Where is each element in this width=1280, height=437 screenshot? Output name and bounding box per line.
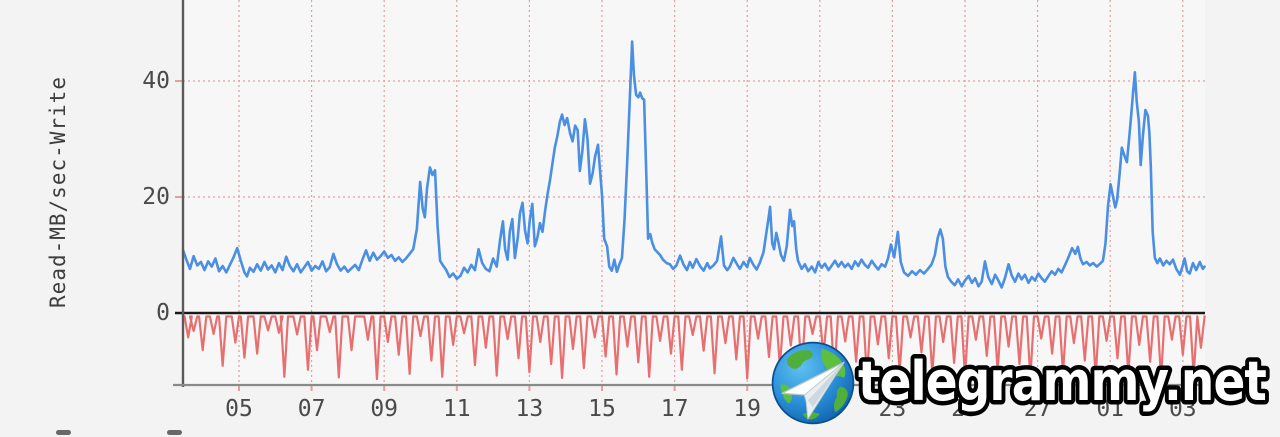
x-tick-label: 23 [878, 396, 907, 422]
x-tick-label: 01 [1096, 396, 1125, 422]
x-tick-label: 25 [951, 396, 979, 422]
x-tick-label: 07 [297, 396, 326, 422]
cropped-text-fragment [167, 430, 182, 435]
x-tick-label: 09 [370, 396, 399, 422]
x-tick-label: 17 [660, 396, 689, 422]
cropped-text-fragment [56, 430, 71, 435]
x-tick-label: 11 [442, 396, 471, 422]
y-tick-label: 0 [156, 300, 170, 326]
x-tick-label: 27 [1023, 396, 1052, 422]
x-tick-label: 05 [225, 396, 253, 422]
x-tick-label: 13 [515, 396, 544, 422]
x-tick-label: 03 [1168, 396, 1197, 422]
y-tick-label: 20 [142, 184, 170, 210]
y-tick-label: 40 [142, 68, 170, 94]
x-tick-label: 21 [805, 396, 834, 422]
x-tick-label: 15 [588, 396, 616, 422]
x-tick-label: 19 [733, 396, 762, 422]
